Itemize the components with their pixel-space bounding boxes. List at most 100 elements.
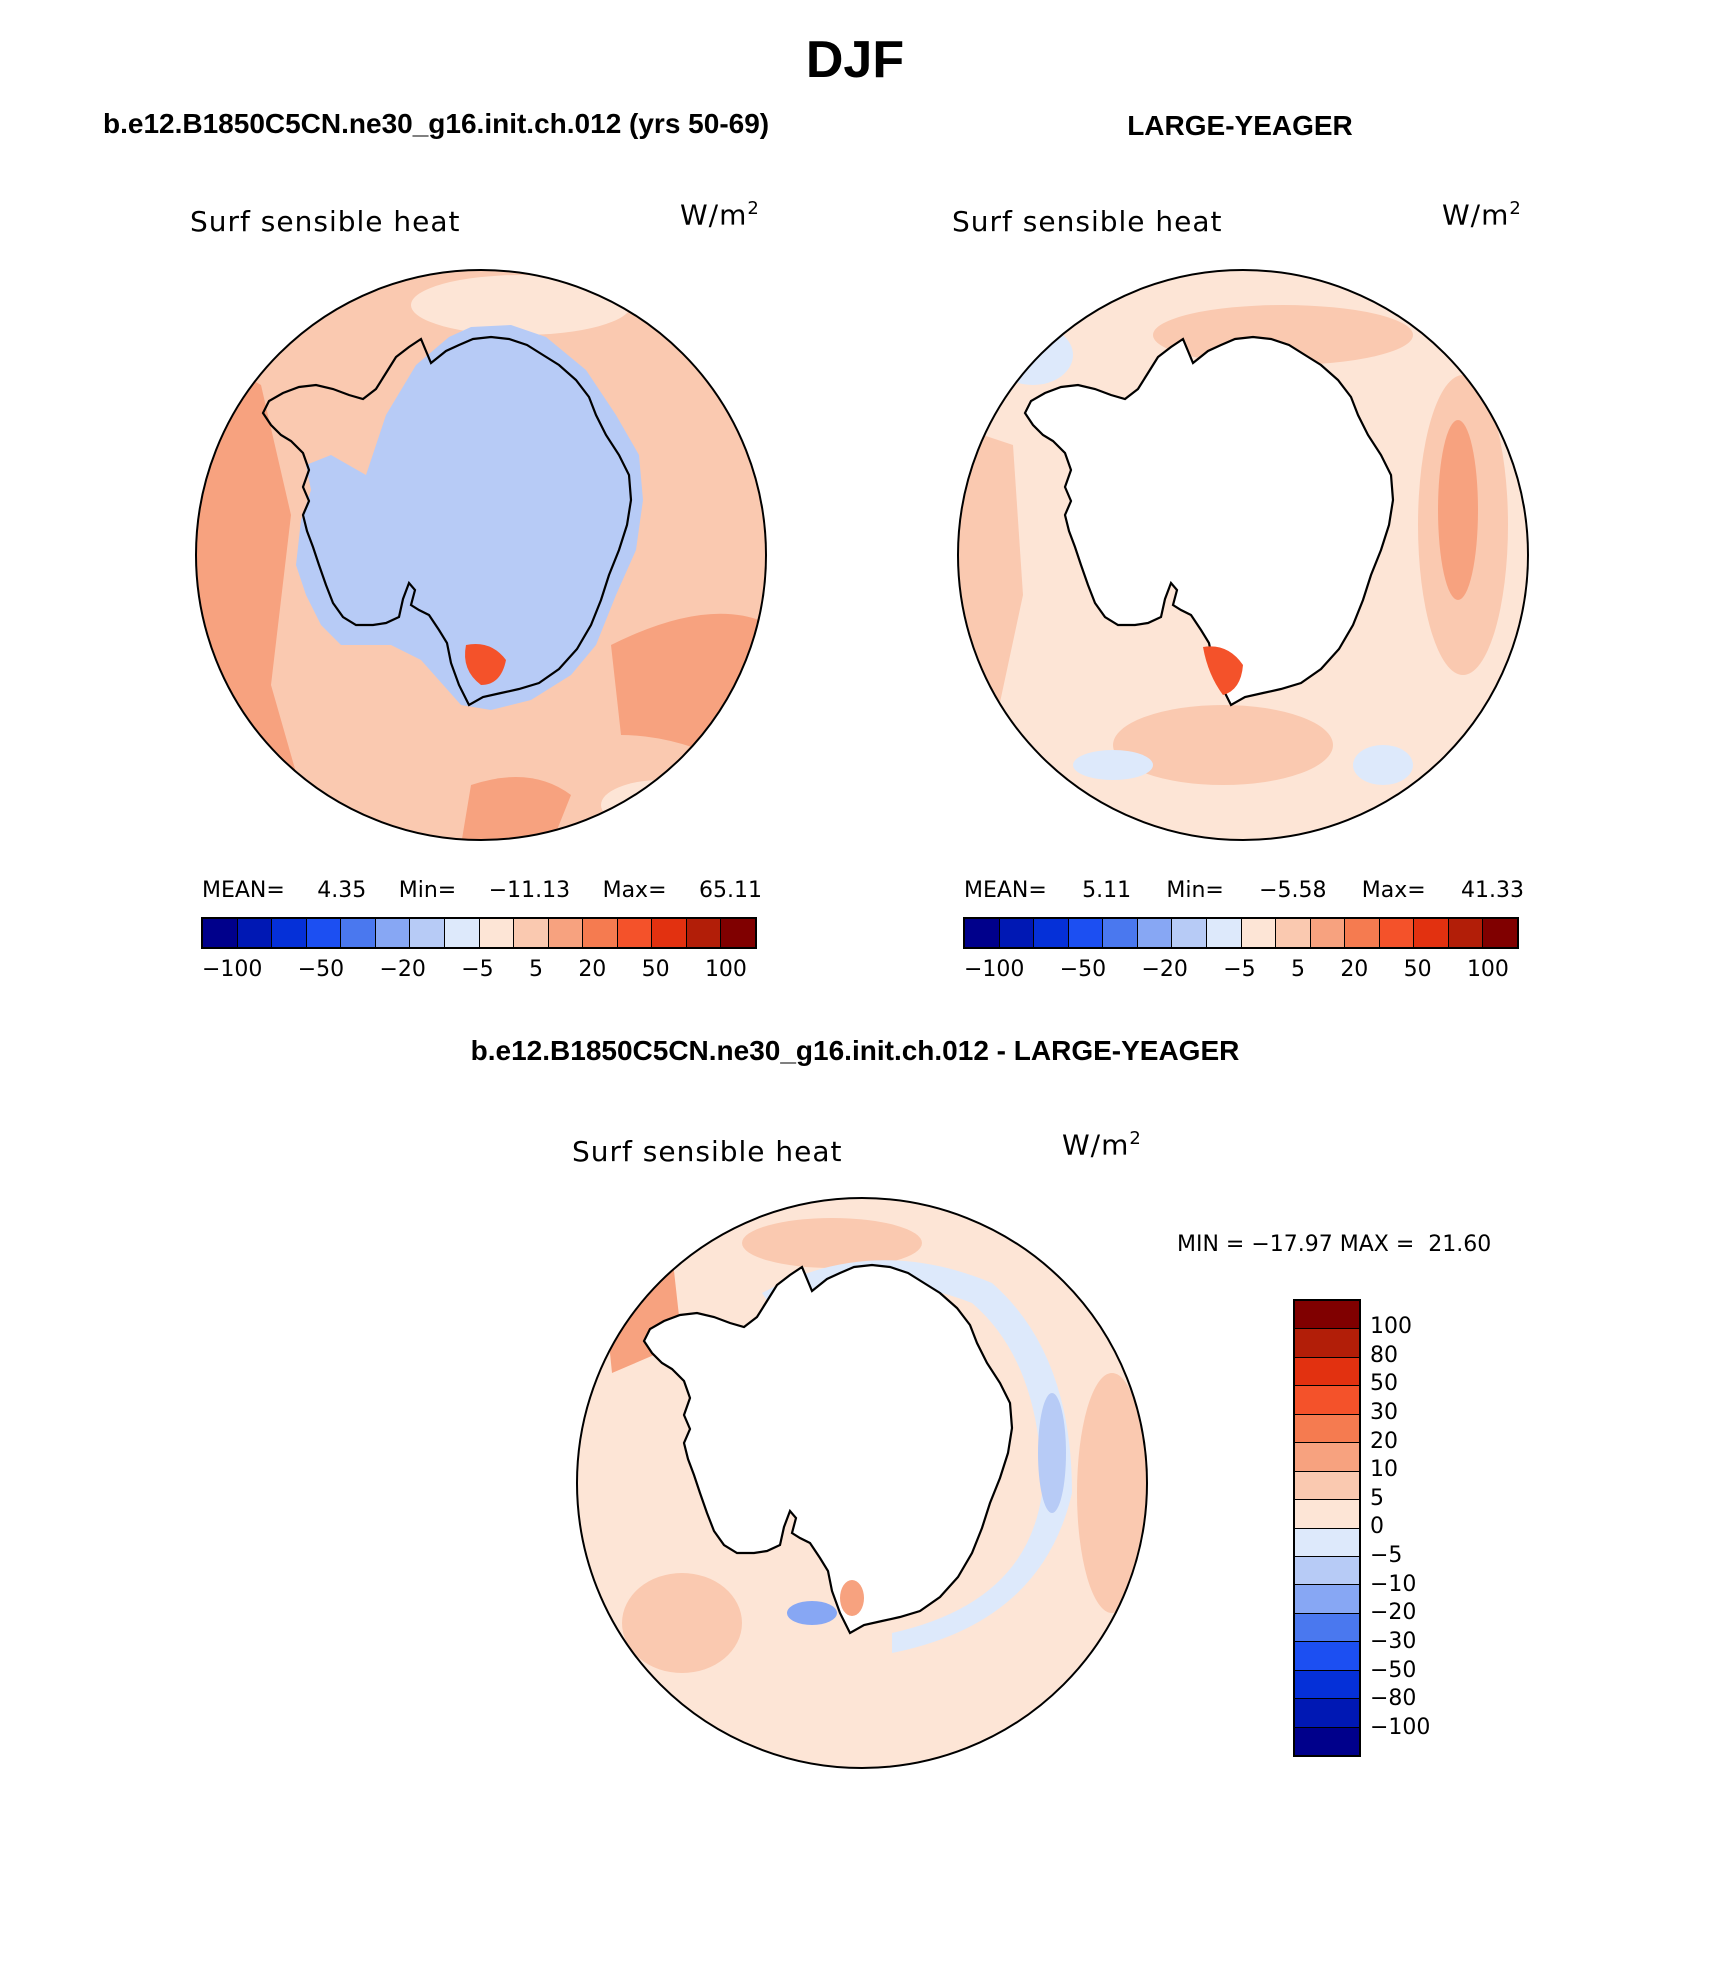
- panel-b-mean-label: MEAN=: [964, 878, 1047, 903]
- panel-c-colorbar: [1293, 1299, 1361, 1757]
- panel-b-mean-value: 5.11: [1082, 878, 1132, 903]
- panel-c-minmax: MIN = −17.97 MAX = 21.60: [1177, 1232, 1492, 1257]
- panel-c-units-exp: 2: [1129, 1128, 1142, 1149]
- colorbar-swatch: [720, 919, 755, 947]
- panel-a-hot-patch: [465, 644, 506, 685]
- colorbar-tick: −5: [1223, 957, 1256, 982]
- colorbar-tick: 20: [1370, 1428, 1398, 1454]
- colorbar-tick: −50: [297, 957, 345, 982]
- colorbar-swatch: [1171, 919, 1206, 947]
- colorbar-tick: 50: [641, 957, 670, 982]
- colorbar-tick: 5: [529, 957, 543, 982]
- colorbar-tick: −80: [1370, 1686, 1417, 1712]
- colorbar-swatch: [1482, 919, 1517, 947]
- panel-a-min-label: Min=: [398, 878, 457, 903]
- colorbar-swatch: [1295, 1470, 1359, 1500]
- colorbar-swatch: [1136, 919, 1172, 947]
- colorbar-swatch: [203, 919, 237, 947]
- colorbar-swatch: [685, 919, 721, 947]
- panel-c-variable: Surf sensible heat: [572, 1135, 843, 1168]
- colorbar-tick: 50: [1403, 957, 1432, 982]
- colorbar-tick: −5: [461, 957, 494, 982]
- colorbar-swatch: [965, 919, 999, 947]
- panel-b-min-value: −5.58: [1259, 878, 1327, 903]
- colorbar-swatch: [1413, 919, 1448, 947]
- panel-c-warm-spot: [840, 1580, 864, 1616]
- panel-a-min-value: −11.13: [488, 878, 571, 903]
- colorbar-swatch: [1275, 919, 1310, 947]
- panel-b-cool-northwest: [993, 325, 1073, 385]
- colorbar-tick: 50: [1370, 1371, 1398, 1397]
- panel-c-warm-north: [742, 1218, 922, 1268]
- colorbar-swatch: [513, 919, 548, 947]
- colorbar-swatch: [998, 919, 1034, 947]
- panel-a-colorbar-ticks: −100 −50 −20 −5 5 20 50 100: [202, 957, 747, 982]
- panel-c-warm-southwest: [622, 1573, 742, 1673]
- panel-a-mean-value: 4.35: [317, 878, 367, 903]
- colorbar-tick: 10: [1370, 1457, 1398, 1483]
- panel-a-units-exp: 2: [747, 198, 760, 219]
- colorbar-tick: −100: [964, 957, 1025, 982]
- panel-b-warm-east-strong: [1438, 420, 1478, 600]
- colorbar-tick: −100: [202, 957, 263, 982]
- colorbar-swatch: [271, 919, 306, 947]
- colorbar-swatch: [1033, 919, 1068, 947]
- colorbar-swatch: [1295, 1669, 1359, 1699]
- colorbar-swatch: [1295, 1555, 1359, 1585]
- panel-a-variable: Surf sensible heat: [190, 205, 461, 238]
- panel-b-units-base: W/m: [1442, 198, 1510, 232]
- colorbar-tick: −20: [379, 957, 426, 982]
- panel-b-title: LARGE-YEAGER: [1127, 110, 1353, 141]
- colorbar-swatch: [1309, 919, 1345, 947]
- colorbar-swatch: [1295, 1641, 1359, 1670]
- panel-b-variable: Surf sensible heat: [952, 205, 1223, 238]
- panel-a-stats: MEAN= 4.35 Min= −11.13 Max= 65.11: [202, 878, 762, 903]
- panel-a-cool-north: [411, 275, 631, 335]
- panel-b-colorbar-ticks: −100 −50 −20 −5 5 20 50 100: [964, 957, 1509, 982]
- panel-a-map: [195, 269, 767, 841]
- colorbar-swatch: [305, 919, 341, 947]
- colorbar-swatch: [651, 919, 686, 947]
- colorbar-swatch: [236, 919, 272, 947]
- panel-c-land: [642, 1263, 1014, 1635]
- colorbar-tick: 20: [1340, 957, 1369, 982]
- panel-b-min-label: Min=: [1166, 878, 1224, 903]
- panel-b-max-label: Max=: [1361, 878, 1426, 903]
- panel-c-units: W/m2: [1062, 1128, 1142, 1161]
- colorbar-swatch: [409, 919, 444, 947]
- colorbar-swatch: [443, 919, 479, 947]
- panel-b-hot-patch: [1203, 646, 1243, 695]
- colorbar-swatch: [582, 919, 617, 947]
- colorbar-swatch: [1295, 1726, 1359, 1755]
- colorbar-swatch: [1344, 919, 1379, 947]
- panel-a-max-value: 65.11: [698, 878, 762, 903]
- colorbar-swatch: [1295, 1442, 1359, 1471]
- colorbar-swatch: [1378, 919, 1414, 947]
- colorbar-tick: −50: [1059, 957, 1107, 982]
- panel-b-units-exp: 2: [1509, 198, 1522, 219]
- colorbar-swatch: [1295, 1356, 1359, 1386]
- panel-c-cold-east: [1038, 1393, 1066, 1513]
- panel-b-cool-southeast: [1353, 745, 1413, 785]
- panel-c-units-base: W/m: [1062, 1128, 1130, 1162]
- colorbar-swatch: [1295, 1584, 1359, 1613]
- panel-a-mean-label: MEAN=: [202, 878, 285, 903]
- colorbar-swatch: [1295, 1328, 1359, 1357]
- colorbar-swatch: [1295, 1413, 1359, 1443]
- colorbar-swatch: [1067, 919, 1103, 947]
- panel-b-land: [1023, 335, 1395, 707]
- panel-b-warm-south: [1113, 705, 1333, 785]
- panel-b-map: [957, 269, 1529, 841]
- panel-a-antarctica-coast: [261, 335, 633, 707]
- colorbar-tick: 100: [704, 957, 747, 982]
- colorbar-tick: 30: [1370, 1399, 1398, 1425]
- colorbar-swatch: [1295, 1698, 1359, 1727]
- colorbar-swatch: [1295, 1301, 1359, 1329]
- colorbar-swatch: [1295, 1499, 1359, 1528]
- colorbar-tick: −20: [1141, 957, 1188, 982]
- panel-a-title: b.e12.B1850C5CN.ne30_g16.init.ch.012 (yr…: [103, 108, 770, 139]
- colorbar-tick: −5: [1370, 1543, 1403, 1569]
- colorbar-swatch: [1295, 1527, 1359, 1556]
- panel-b-colorbar: [963, 917, 1519, 949]
- colorbar-swatch: [1205, 919, 1241, 947]
